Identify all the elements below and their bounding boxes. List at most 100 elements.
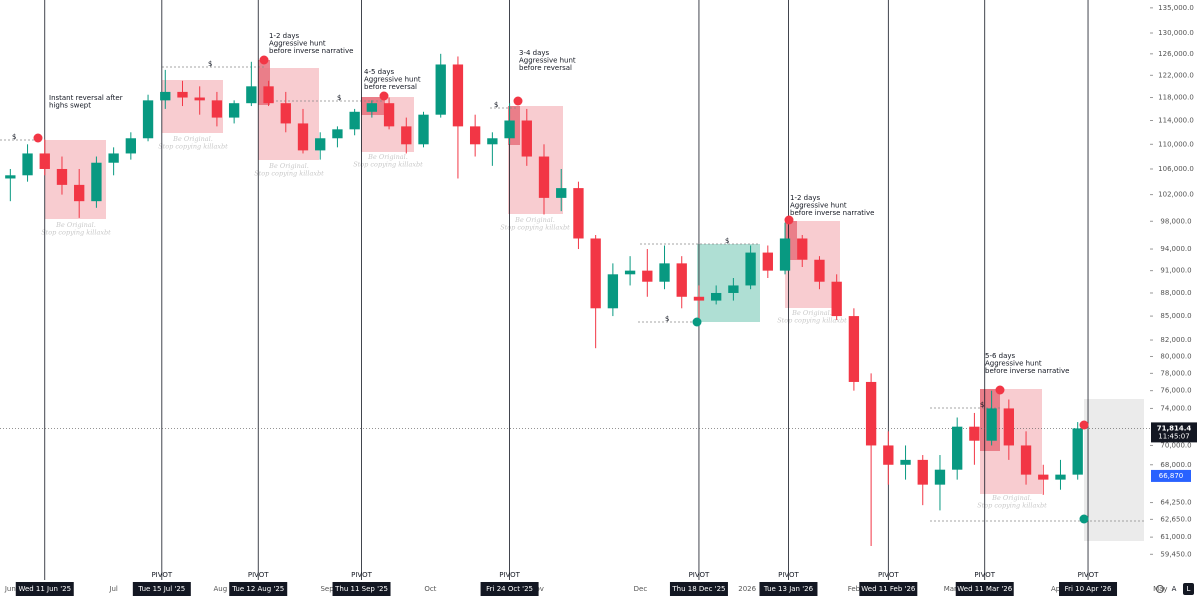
x-tick-label: Jul (108, 585, 118, 593)
last-price-bg (1151, 422, 1197, 443)
watermark: Be Original. (367, 153, 408, 161)
watermark: Be Original. (268, 162, 309, 170)
annotation: Aggressive hunt (269, 40, 326, 48)
watermark: Be Original. (55, 221, 96, 229)
date-label: Tue 12 Aug '25 (231, 585, 284, 593)
level-tag: $ (12, 133, 16, 141)
pivot-label: PIVOT (878, 571, 899, 579)
auto-button[interactable]: A (1172, 585, 1177, 593)
dots (33, 55, 1089, 524)
y-tick-label: 74,000.0 (1160, 404, 1191, 412)
watermark: Stop copying killaxbt (353, 161, 423, 169)
candle-body (297, 123, 309, 151)
candle-body (349, 111, 360, 130)
annotation: before inverse narrative (269, 47, 353, 55)
y-tick-label: 122,000.0 (1158, 71, 1194, 79)
watermark: Stop copying killaxbt (777, 317, 847, 325)
level-tag: $ (208, 60, 212, 68)
settings-icon[interactable] (1156, 585, 1164, 593)
date-label-bg (859, 582, 918, 596)
candle-body (469, 126, 481, 145)
candle-body (917, 459, 928, 485)
candle-body (762, 252, 773, 271)
date-label: Fri 24 Oct '25 (486, 585, 533, 593)
y-tick-label: 59,450.0 (1160, 550, 1191, 558)
date-label: Thu 18 Dec '25 (671, 585, 725, 593)
y-tick-label: 94,000.0 (1160, 245, 1191, 253)
annotation: Aggressive hunt (519, 57, 576, 65)
date-label: Wed 11 Jun '25 (18, 585, 71, 593)
candle-body (607, 274, 619, 309)
date-label-bg (1059, 582, 1118, 596)
dot (784, 215, 794, 225)
candle-body (504, 120, 515, 139)
y-tick-label: 91,000.0 (1160, 267, 1191, 275)
watermark: Stop copying killaxbt (500, 224, 570, 232)
candle-body (418, 114, 429, 145)
y-tick-label: 76,000.0 (1160, 387, 1191, 395)
annotation: before reversal (519, 64, 572, 72)
annotation: Aggressive hunt (364, 76, 421, 84)
candle-body (1072, 428, 1083, 475)
x-tick-label: Mar (944, 585, 957, 593)
annotation: 3-4 days (519, 49, 550, 57)
last-price-label: 71,814.4 (1157, 424, 1192, 432)
candle-body (56, 168, 68, 185)
axes: 135,000.0 130,000.0 126,000.0 122,000.0 118,… (4, 4, 1197, 596)
pivot-label: PIVOT (778, 571, 799, 579)
candle-body (160, 91, 171, 101)
candle-body (91, 162, 102, 202)
annotation: before inverse narrative (790, 209, 874, 217)
annotation: Aggressive hunt (790, 202, 847, 210)
candle-body (659, 263, 670, 282)
y-tick-label: 114,000.0 (1158, 117, 1194, 125)
y-tick-label: 82,000.0 (1160, 336, 1191, 344)
date-label-bg (15, 582, 74, 596)
y-tick-label: 110,000.0 (1158, 140, 1194, 148)
pivot-label: PIVOT (974, 571, 995, 579)
candles (5, 53, 1083, 546)
candle-body (177, 91, 188, 98)
annotation: Aggressive hunt (985, 360, 1042, 368)
candle-body (22, 153, 33, 176)
pivot-label: PIVOT (248, 571, 269, 579)
dot (692, 317, 702, 327)
annotation: before inverse narrative (985, 367, 1069, 375)
dot (379, 91, 389, 101)
candle-body (142, 100, 154, 139)
y-tick-label: 80,000.0 (1160, 352, 1191, 360)
candle-body (487, 138, 498, 145)
watermark: Stop copying killaxbt (254, 170, 324, 178)
y-tick-label: 68,000.0 (1160, 461, 1191, 469)
y-tick-label: 85,000.0 (1160, 312, 1191, 320)
log-button-bg[interactable] (1183, 583, 1194, 595)
candle-body (814, 259, 825, 282)
annotation: 5-6 days (985, 352, 1016, 360)
candle-body (969, 426, 980, 441)
candle-body (246, 86, 257, 104)
watermark: Be Original. (991, 494, 1032, 502)
y-tick-label: 106,000.0 (1158, 165, 1194, 173)
candle-body (435, 64, 446, 115)
annotation: 1-2 days (790, 194, 821, 202)
date-label: Tue 15 Jul '25 (137, 585, 185, 593)
candle-body (952, 426, 963, 470)
dot (259, 55, 269, 65)
log-button[interactable]: L (1187, 585, 1191, 593)
price-axis (1150, 0, 1200, 597)
candle-body (383, 103, 395, 127)
candle-body (865, 381, 877, 446)
pivot-label: PIVOT (151, 571, 172, 579)
date-label-bg (332, 582, 391, 596)
candle-body (934, 469, 946, 485)
candle-body (108, 153, 119, 163)
candle-body (315, 138, 326, 151)
candle-body (1038, 474, 1049, 480)
watermark: Stop copying killaxbt (977, 502, 1047, 510)
pivot-label: PIVOT (1078, 571, 1099, 579)
y-tick-label: 135,000.0 (1158, 4, 1194, 12)
dot (1079, 420, 1089, 430)
dot (513, 96, 523, 106)
x-tick-label: Apr (1051, 585, 1063, 593)
